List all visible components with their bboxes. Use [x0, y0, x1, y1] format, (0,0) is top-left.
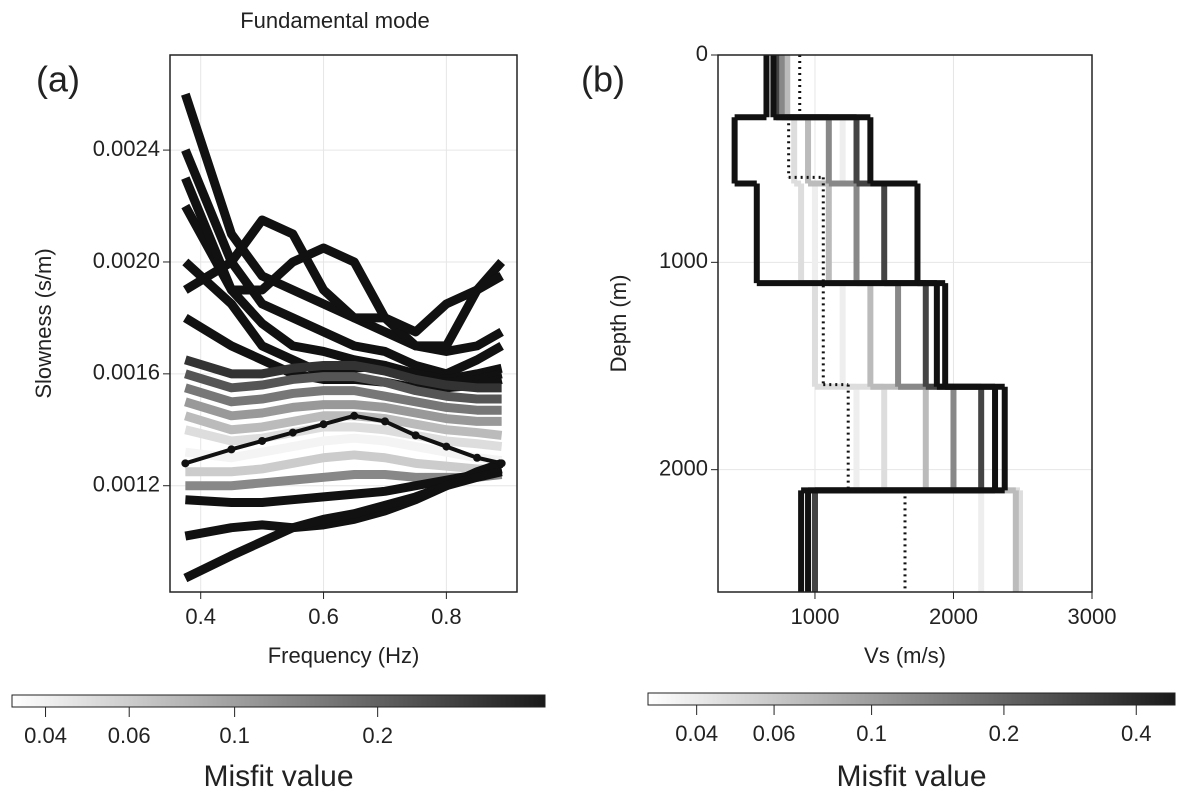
- colorbar-label: Misfit value: [836, 760, 986, 793]
- colorbar-tick-label: 0.04: [675, 721, 718, 746]
- colorbar-tick-label: 0.2: [989, 721, 1020, 746]
- data-point: [181, 459, 190, 468]
- x-axis-label: Vs (m/s): [864, 643, 946, 668]
- axes-frame: [717, 54, 1093, 593]
- data-line: [184, 433, 503, 466]
- data-point: [497, 459, 506, 468]
- data-point: [442, 442, 451, 451]
- data-point: [380, 417, 389, 426]
- y-tick-label: 2000: [659, 455, 708, 480]
- y-axis-label: Depth (m): [606, 275, 631, 373]
- x-axis-label: Frequency (Hz): [268, 643, 420, 668]
- data-point: [473, 453, 482, 462]
- data-point: [411, 431, 420, 440]
- colorbar-tick-label: 0.06: [108, 723, 151, 748]
- data-line: [184, 422, 503, 452]
- chart-title: Fundamental mode: [240, 8, 430, 33]
- panel-label: (a): [36, 59, 80, 100]
- colorbar: [11, 694, 546, 708]
- data-line: [184, 383, 502, 415]
- colorbar-label: Misfit value: [203, 760, 353, 793]
- data-point: [319, 420, 328, 429]
- x-tick-label: 2000: [929, 604, 978, 629]
- x-tick-label: 0.4: [185, 604, 216, 629]
- y-tick-label: 0.0016: [93, 360, 160, 385]
- data-line: [185, 450, 502, 477]
- y-tick-label: 0: [696, 41, 708, 66]
- y-tick-label: 1000: [659, 248, 708, 273]
- data-line: [181, 176, 504, 337]
- colorbar-tick-label: 0.4: [1121, 721, 1152, 746]
- data-line: [184, 397, 502, 426]
- colorbar-tick-label: 0.1: [856, 721, 887, 746]
- colorbar-tick-label: 0.1: [219, 723, 250, 748]
- y-tick-label: 0.0024: [93, 136, 160, 161]
- y-tick-label: 0.0012: [93, 472, 160, 497]
- colorbar-tick-label: 0.04: [24, 723, 67, 748]
- data-point: [288, 428, 297, 437]
- data-line: [184, 369, 502, 404]
- plot-area: [170, 55, 517, 592]
- plot-area: [718, 55, 1092, 592]
- y-tick-label: 0.0020: [93, 248, 160, 273]
- panel-label: (b): [581, 59, 625, 100]
- data-point: [258, 436, 267, 445]
- x-tick-label: 1000: [790, 604, 839, 629]
- x-tick-label: 0.8: [431, 604, 462, 629]
- data-point: [350, 411, 359, 420]
- axes-frame: [169, 54, 518, 593]
- data-point: [227, 445, 236, 454]
- y-axis-label: Slowness (s/m): [31, 248, 56, 398]
- data-line: [183, 467, 503, 583]
- colorbar: [647, 692, 1176, 706]
- x-tick-label: 0.6: [308, 604, 339, 629]
- data-line: [183, 215, 506, 351]
- x-tick-label: 3000: [1068, 604, 1117, 629]
- data-line: [184, 355, 502, 393]
- colorbar-tick-label: 0.06: [753, 721, 796, 746]
- colorbar-tick-label: 0.2: [362, 723, 393, 748]
